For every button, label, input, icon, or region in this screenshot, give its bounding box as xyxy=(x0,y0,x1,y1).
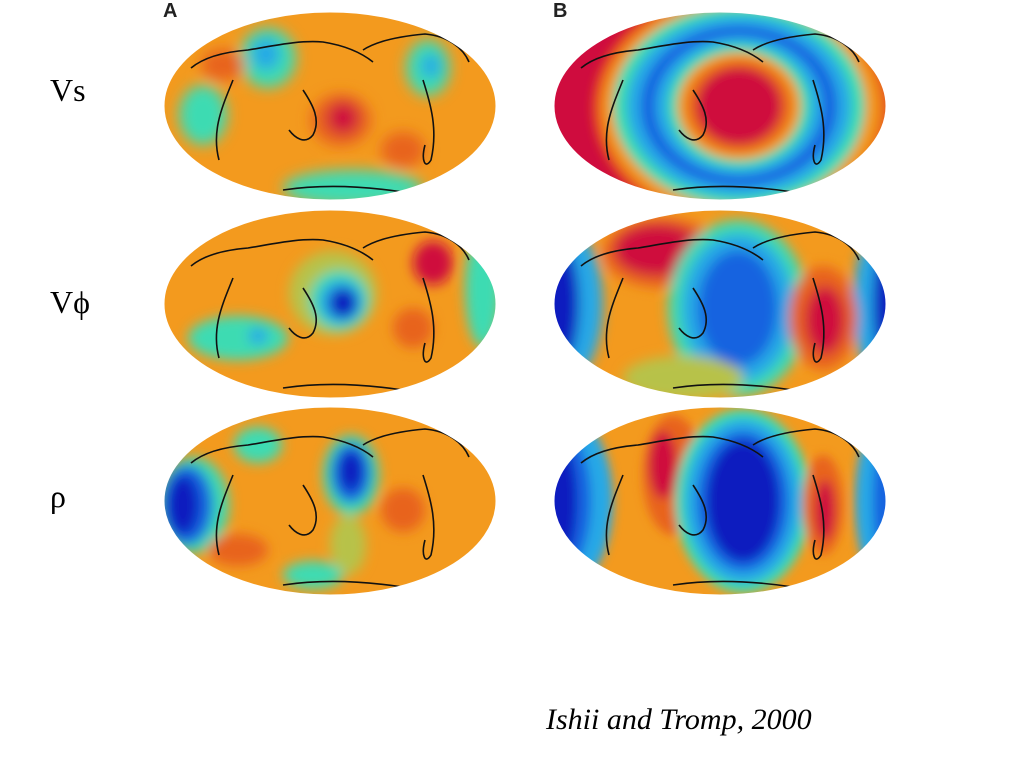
citation: Ishii and Tromp, 2000 xyxy=(546,703,812,736)
map-a-vphi xyxy=(163,209,497,399)
panel-label-a: A xyxy=(163,0,178,22)
row-label-vs: Vs xyxy=(50,72,86,108)
map-a-vs xyxy=(163,11,497,201)
panel-label-b: B xyxy=(553,0,568,22)
row-label-vphi: Vϕ xyxy=(50,284,90,320)
row-label-rho: ρ xyxy=(50,478,66,514)
map-a-rho xyxy=(163,406,497,596)
map-b-vs xyxy=(553,11,887,201)
map-b-vphi xyxy=(553,209,887,399)
map-b-rho xyxy=(553,406,887,596)
